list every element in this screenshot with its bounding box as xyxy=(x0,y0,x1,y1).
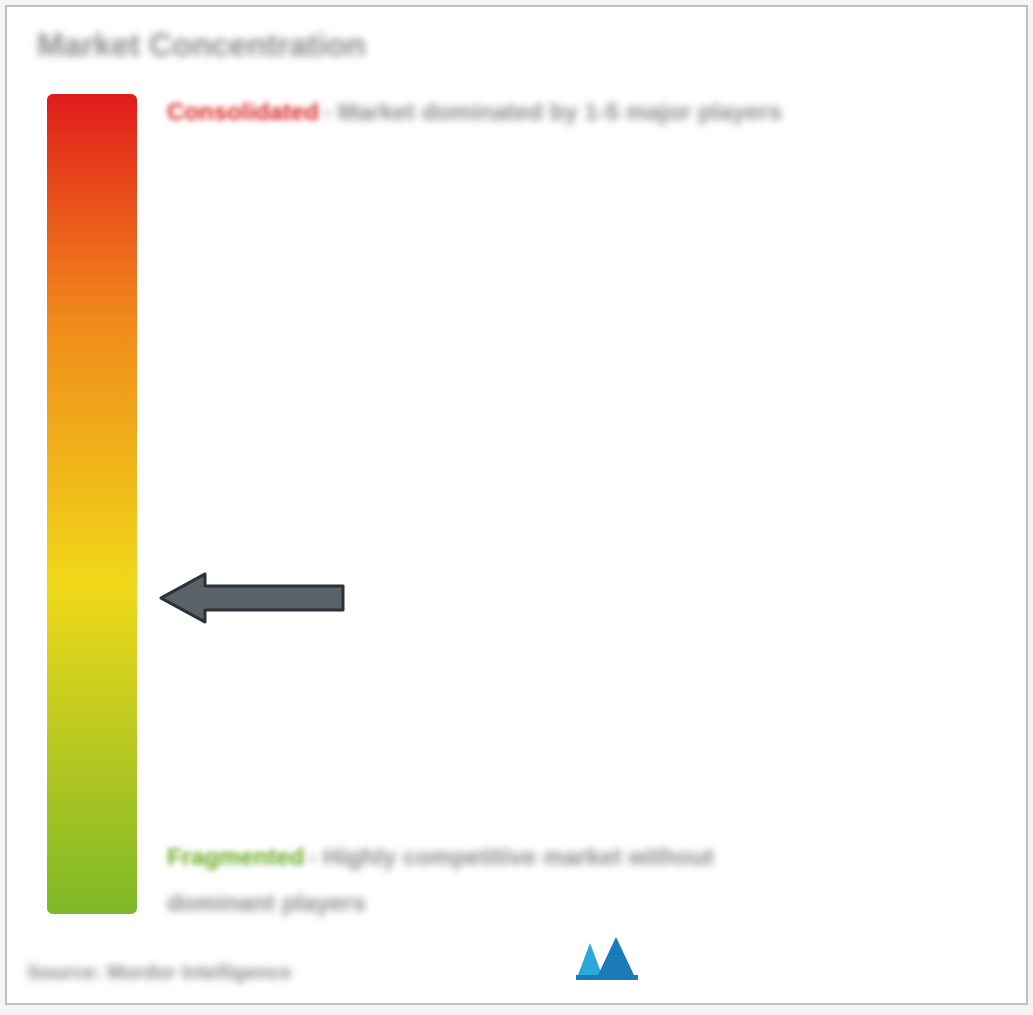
concentration-gradient-bar xyxy=(47,94,137,914)
consolidated-label-row: Consolidated - Market dominated by 1-5 m… xyxy=(167,99,782,127)
content-area: Consolidated - Market dominated by 1-5 m… xyxy=(37,94,996,954)
source-attribution: Source: Mordor Intelligence xyxy=(27,962,291,985)
consolidated-description: - Market dominated by 1-5 major players xyxy=(323,99,782,127)
arrow-icon xyxy=(157,570,347,626)
mordor-logo-icon xyxy=(576,935,646,983)
position-indicator-arrow xyxy=(157,570,347,626)
fragmented-line1: Fragmented - Highly competitive market w… xyxy=(167,844,917,872)
chart-title: Market Concentration xyxy=(37,27,996,64)
consolidated-label: Consolidated xyxy=(167,99,319,127)
fragmented-description-1: - Highly competitive market without xyxy=(308,844,713,872)
fragmented-description-2: dominant players xyxy=(167,890,917,918)
fragmented-label: Fragmented xyxy=(167,844,304,872)
infographic-container: Market Concentration Consolidated - Mark… xyxy=(5,5,1028,1005)
fragmented-label-block: Fragmented - Highly competitive market w… xyxy=(167,844,917,918)
